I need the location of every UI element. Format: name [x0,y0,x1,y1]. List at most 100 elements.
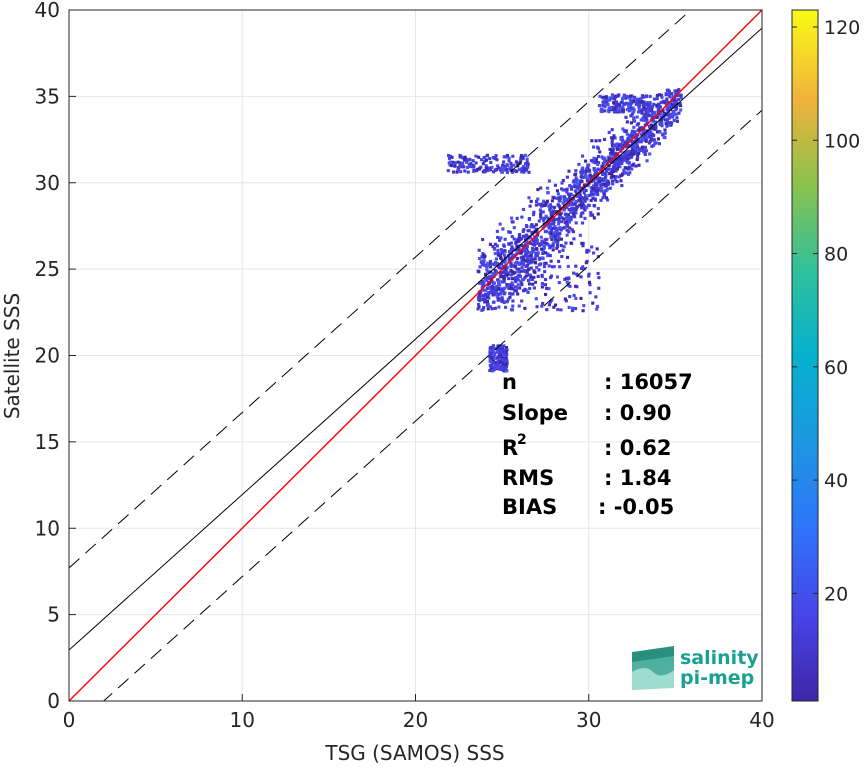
density-cell-1691 [520,283,524,287]
density-cell-1022 [478,257,482,261]
density-cell-2142 [621,96,626,100]
density-cell-1777 [509,165,513,169]
density-cell-917 [568,197,572,201]
density-cell-1483 [647,141,651,145]
density-cell-765 [634,149,638,153]
density-cell-1349 [520,215,524,219]
density-cell-127 [541,247,545,251]
density-cell-271 [592,184,596,188]
density-cell-1331 [626,157,630,161]
density-cell-1397 [612,144,616,148]
density-cell-1850 [513,169,517,173]
density-cell-652 [515,267,519,271]
density-cell-1610 [544,277,548,282]
density-cell-684 [533,257,537,261]
density-cell-1171 [478,297,482,301]
density-cell-1188 [510,216,514,220]
density-cell-896 [630,155,634,159]
density-cell-1683 [580,241,584,245]
density-cell-1094 [538,243,542,248]
density-cell-641 [492,281,496,285]
density-cell-943 [539,215,543,219]
density-cell-270 [525,255,529,259]
density-cell-762 [619,179,623,183]
density-cell-1994 [494,361,498,365]
density-cell-1280 [544,251,548,255]
density-cell-1669 [533,280,538,284]
density-cell-1755 [502,155,506,159]
density-cell-639 [596,206,600,211]
density-cell-1831 [497,166,501,170]
density-cell-573 [669,115,673,119]
density-cell-1322 [480,259,484,263]
density-cell-343 [536,254,540,258]
density-cell-76 [562,245,566,249]
density-cell-828 [546,224,550,228]
density-cell-126 [498,238,502,242]
density-cell-412 [505,300,509,304]
density-cell-1309 [585,167,589,171]
density-cell-177 [602,137,607,141]
density-cell-1433 [555,189,560,193]
density-cell-1562 [535,265,539,270]
density-cell-1013 [655,115,659,119]
density-cell-1121 [477,303,481,307]
density-cell-1660 [523,287,527,291]
density-cell-1261 [567,220,571,224]
density-cell-646 [613,178,617,182]
density-cell-974 [584,159,588,163]
density-cell-926 [491,244,495,249]
density-cell-1524 [621,140,625,144]
density-cell-973 [485,299,490,304]
density-cell-1484 [651,118,655,122]
density-cell-1764 [467,164,471,169]
density-cell-518 [514,285,518,289]
density-cell-1834 [472,169,476,173]
density-cell-755 [539,216,543,220]
density-cell-96 [551,209,556,213]
density-cell-1234 [496,235,500,240]
density-cell-1615 [511,304,515,308]
density-cell-353 [591,213,595,217]
density-cell-586 [483,272,488,276]
density-cell-1736 [456,160,460,164]
density-cell-104 [640,111,644,115]
density-cell-1000 [579,201,583,205]
density-cell-1392 [524,274,528,278]
density-cell-1461 [576,182,580,186]
density-cell-1334 [483,297,487,302]
density-cell-1116 [632,119,636,123]
density-cell-527 [629,114,633,118]
density-cell-1076 [610,173,614,177]
density-cell-1620 [564,299,568,303]
density-cell-1708 [507,159,511,163]
density-cell-2164 [641,103,646,107]
density-cell-1681 [580,267,584,271]
density-cell-1957 [495,350,499,354]
density-cell-983 [540,202,544,206]
density-cell-397 [650,105,655,109]
density-cell-1825 [510,170,514,174]
density-cell-1600 [525,270,529,274]
cb-tick-label-3: 80 [824,244,848,266]
density-cell-1130 [592,156,596,160]
density-cell-6 [643,152,647,157]
density-cell-903 [640,137,644,141]
density-cell-1254 [578,188,582,192]
density-cell-2137 [640,94,645,98]
density-cell-1347 [603,182,607,186]
density-cell-927 [493,292,497,296]
density-cell-1325 [653,112,657,116]
density-cell-1179 [585,197,589,201]
density-cell-1419 [488,259,493,263]
density-cell-281 [659,93,663,97]
density-cell-1527 [674,108,678,112]
density-cell-403 [667,116,671,120]
density-cell-1420 [665,117,669,121]
density-cell-391 [571,180,575,184]
density-cell-1549 [582,267,586,271]
density-cell-623 [528,204,532,208]
density-cell-861 [503,258,507,262]
density-cell-1009 [649,138,653,142]
density-cell-1522 [559,228,563,232]
